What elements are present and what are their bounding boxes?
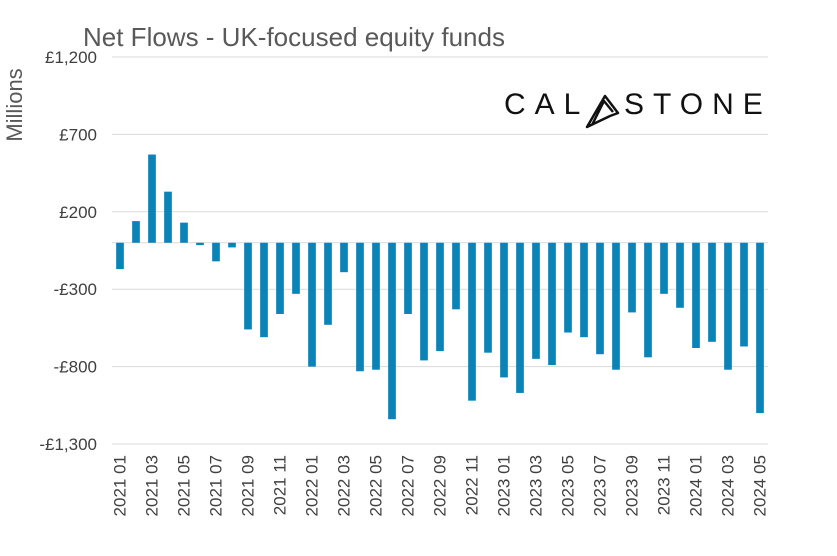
x-tick-label: 2023 07 — [591, 455, 610, 516]
bars — [116, 154, 764, 420]
bar — [452, 242, 460, 310]
bar — [468, 242, 476, 401]
x-tick-labels: 2021 01 2021 03 2021 05 2021 07 2021 09 2021 … — [111, 455, 770, 516]
bar — [532, 242, 540, 359]
x-tick-label: 2022 05 — [367, 455, 386, 516]
bar — [132, 221, 140, 243]
x-tick-label: 2021 07 — [207, 455, 226, 516]
bar — [212, 242, 220, 262]
bar — [340, 242, 348, 273]
x-tick-label: 2023 09 — [623, 455, 642, 516]
bar — [516, 242, 524, 393]
bar — [660, 242, 668, 294]
logo-text-left: CAL — [504, 88, 589, 121]
bar — [692, 242, 700, 349]
bar — [148, 154, 156, 243]
bar — [228, 242, 236, 248]
x-tick-label: 2022 07 — [399, 455, 418, 516]
bar — [596, 242, 604, 355]
logo-text-right: STONE — [624, 88, 772, 121]
bar — [244, 242, 252, 330]
y-tick-label: -£300 — [54, 280, 97, 299]
x-tick-label: 2024 03 — [719, 455, 738, 516]
bar — [612, 242, 620, 370]
bar — [628, 242, 636, 313]
chart-title: Net Flows - UK-focused equity funds — [83, 22, 505, 52]
bar — [484, 242, 492, 353]
x-tick-label: 2024 05 — [751, 455, 770, 516]
bar — [740, 242, 748, 347]
x-tick-label: 2021 03 — [143, 455, 162, 516]
bar — [308, 242, 316, 367]
y-axis-label: Millions — [2, 68, 27, 141]
x-tick-label: 2022 09 — [431, 455, 450, 516]
x-tick-label: 2022 11 — [463, 455, 482, 515]
x-tick-label: 2022 03 — [335, 455, 354, 516]
x-tick-label: 2023 01 — [495, 455, 514, 516]
x-tick-label: 2023 03 — [527, 455, 546, 516]
bar — [500, 242, 508, 378]
y-tick-label: £1,200 — [45, 48, 97, 67]
x-tick-label: 2024 01 — [687, 455, 706, 516]
bar — [564, 242, 572, 333]
y-tick-label: £200 — [59, 203, 97, 222]
bar — [276, 242, 284, 314]
x-tick-label: 2022 01 — [303, 455, 322, 516]
y-tick-labels: £1,200 £700 £200 -£300 -£800 -£1,300 — [39, 48, 97, 454]
x-tick-label: 2023 05 — [559, 455, 578, 516]
bar — [548, 242, 556, 366]
bar — [196, 242, 204, 246]
bar — [372, 242, 380, 370]
x-tick-label: 2021 01 — [111, 455, 130, 516]
logo-mark-icon — [585, 94, 620, 129]
bar — [724, 242, 732, 370]
bar — [324, 242, 332, 325]
bar — [676, 242, 684, 308]
bar — [756, 242, 764, 414]
x-tick-label: 2021 05 — [175, 455, 194, 516]
bar — [356, 242, 364, 372]
gridlines — [112, 56, 768, 445]
bar — [180, 222, 188, 243]
x-tick-label: 2023 11 — [655, 455, 674, 515]
bar — [580, 242, 588, 338]
calastone-logo: CAL STONE — [504, 88, 772, 129]
bar — [260, 242, 268, 338]
y-tick-label: £700 — [59, 125, 97, 144]
x-tick-label: 2021 09 — [239, 455, 258, 516]
bar — [164, 191, 172, 243]
bar — [708, 242, 716, 342]
y-tick-label: -£1,300 — [39, 435, 97, 454]
bar — [388, 242, 396, 420]
bar — [436, 242, 444, 352]
bar — [116, 242, 124, 270]
x-tick-label: 2021 11 — [271, 455, 290, 515]
bar — [420, 242, 428, 361]
bar — [644, 242, 652, 358]
bar — [404, 242, 412, 314]
y-tick-label: -£800 — [54, 358, 97, 377]
bar — [292, 242, 300, 294]
